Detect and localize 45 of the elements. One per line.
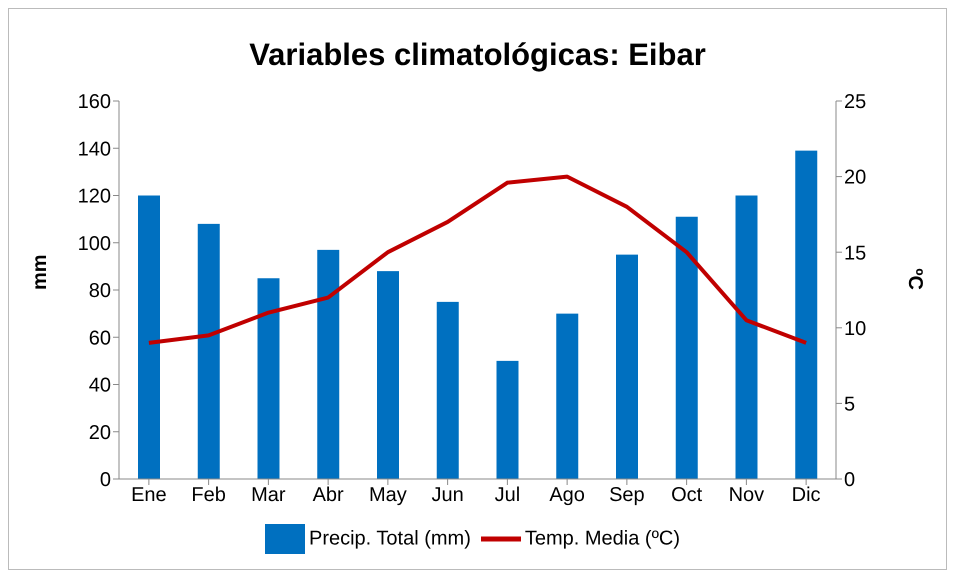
legend-label: Temp. Media (ºC) — [524, 527, 680, 550]
bar — [795, 150, 818, 479]
bar — [676, 216, 698, 479]
y-tick-label: 60 — [88, 327, 111, 350]
x-tick-label: Ago — [549, 484, 585, 506]
bar — [556, 314, 578, 479]
y-tick-label: 100 — [78, 232, 111, 255]
y-tick-label: 160 — [78, 91, 111, 114]
y-tick-label: 140 — [78, 138, 111, 160]
bar — [317, 250, 340, 479]
bar — [138, 196, 160, 479]
bar — [436, 302, 459, 479]
y2-tick-label: 5 — [844, 394, 856, 416]
bar — [736, 196, 758, 479]
y-tick-label: 120 — [78, 186, 111, 208]
y2-tick-label: 15 — [844, 242, 866, 264]
x-tick-label: Ene — [131, 484, 167, 506]
x-tick-label: Feb — [191, 484, 226, 506]
x-tick-label: May — [368, 484, 407, 506]
y2-tick-label: 25 — [844, 91, 866, 114]
y-axis-title: mm — [29, 254, 52, 290]
bar — [616, 254, 638, 479]
bar — [377, 271, 399, 479]
chart-title: Variables climatológicas: Eibar — [248, 36, 707, 74]
y2-tick-label: 10 — [844, 318, 866, 340]
y-tick-label: 40 — [88, 374, 111, 397]
legend-label: Precip. Total (mm) — [308, 527, 471, 550]
bar — [198, 224, 220, 479]
y-tick-label: 80 — [88, 280, 111, 302]
x-tick-label: Jul — [494, 484, 520, 506]
x-tick-label: Nov — [728, 484, 764, 506]
x-tick-label: Mar — [251, 484, 286, 506]
x-tick-label: Jun — [432, 484, 464, 506]
y2-tick-label: 20 — [844, 166, 866, 189]
x-tick-label: Dic — [792, 484, 821, 506]
y-tick-label: 20 — [88, 422, 111, 444]
bar — [258, 278, 280, 479]
x-tick-label: Oct — [671, 484, 703, 506]
bar — [496, 360, 518, 479]
y2-axis-title: ºC — [904, 268, 926, 290]
y-tick-label: 0 — [100, 469, 111, 492]
x-tick-label: Sep — [609, 484, 645, 506]
x-tick-label: Abr — [312, 484, 344, 506]
line-series — [146, 174, 808, 345]
y2-tick-label: 0 — [844, 469, 856, 492]
